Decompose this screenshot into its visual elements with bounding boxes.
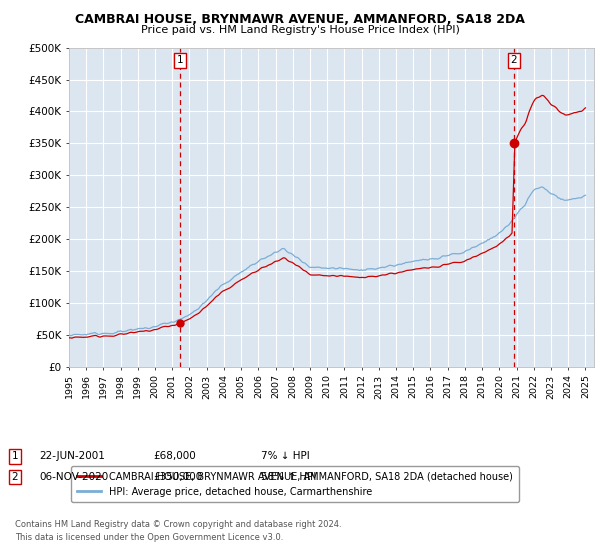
- Text: £350,000: £350,000: [153, 472, 202, 482]
- Text: £68,000: £68,000: [153, 451, 196, 461]
- Text: CAMBRAI HOUSE, BRYNMAWR AVENUE, AMMANFORD, SA18 2DA: CAMBRAI HOUSE, BRYNMAWR AVENUE, AMMANFOR…: [75, 13, 525, 26]
- Text: Price paid vs. HM Land Registry's House Price Index (HPI): Price paid vs. HM Land Registry's House …: [140, 25, 460, 35]
- Legend: CAMBRAI HOUSE, BRYNMAWR AVENUE, AMMANFORD, SA18 2DA (detached house), HPI: Avera: CAMBRAI HOUSE, BRYNMAWR AVENUE, AMMANFOR…: [71, 466, 519, 502]
- Text: 2: 2: [511, 55, 517, 66]
- Text: Contains HM Land Registry data © Crown copyright and database right 2024.
This d: Contains HM Land Registry data © Crown c…: [15, 520, 341, 542]
- Text: 58% ↑ HPI: 58% ↑ HPI: [261, 472, 316, 482]
- Text: 06-NOV-2020: 06-NOV-2020: [39, 472, 108, 482]
- Text: 7% ↓ HPI: 7% ↓ HPI: [261, 451, 310, 461]
- Text: 1: 1: [11, 451, 19, 461]
- Text: 22-JUN-2001: 22-JUN-2001: [39, 451, 105, 461]
- Text: 1: 1: [177, 55, 184, 66]
- Text: 2: 2: [11, 472, 19, 482]
